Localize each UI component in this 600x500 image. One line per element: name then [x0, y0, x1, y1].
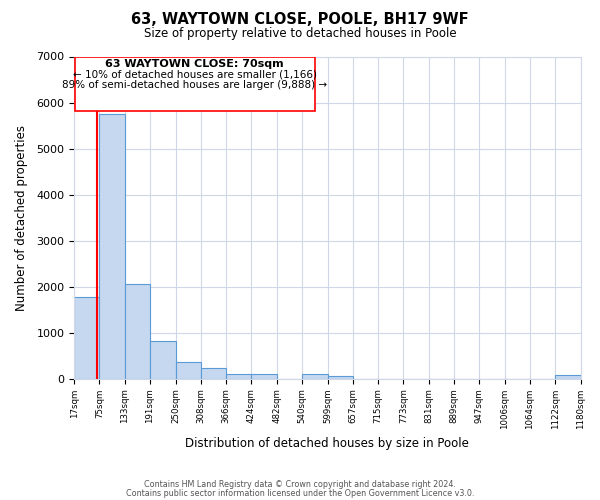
Text: ← 10% of detached houses are smaller (1,166): ← 10% of detached houses are smaller (1,… [73, 70, 317, 80]
Bar [176, 362, 201, 378]
Text: Size of property relative to detached houses in Poole: Size of property relative to detached ho… [143, 28, 457, 40]
Text: Contains public sector information licensed under the Open Government Licence v3: Contains public sector information licen… [126, 489, 474, 498]
Bar [555, 376, 581, 378]
Bar [74, 296, 100, 378]
Y-axis label: Number of detached properties: Number of detached properties [15, 124, 28, 310]
Bar [150, 341, 176, 378]
Bar [328, 376, 353, 378]
Bar [201, 368, 226, 378]
Bar [100, 114, 125, 378]
Text: 63, WAYTOWN CLOSE, POOLE, BH17 9WF: 63, WAYTOWN CLOSE, POOLE, BH17 9WF [131, 12, 469, 28]
Text: 89% of semi-detached houses are larger (9,888) →: 89% of semi-detached houses are larger (… [62, 80, 327, 90]
Bar [125, 284, 150, 378]
Text: 63 WAYTOWN CLOSE: 70sqm: 63 WAYTOWN CLOSE: 70sqm [106, 60, 284, 70]
Bar [251, 374, 277, 378]
FancyBboxPatch shape [74, 56, 314, 111]
X-axis label: Distribution of detached houses by size in Poole: Distribution of detached houses by size … [185, 437, 469, 450]
Bar [226, 374, 251, 378]
Text: Contains HM Land Registry data © Crown copyright and database right 2024.: Contains HM Land Registry data © Crown c… [144, 480, 456, 489]
Bar [302, 374, 328, 378]
